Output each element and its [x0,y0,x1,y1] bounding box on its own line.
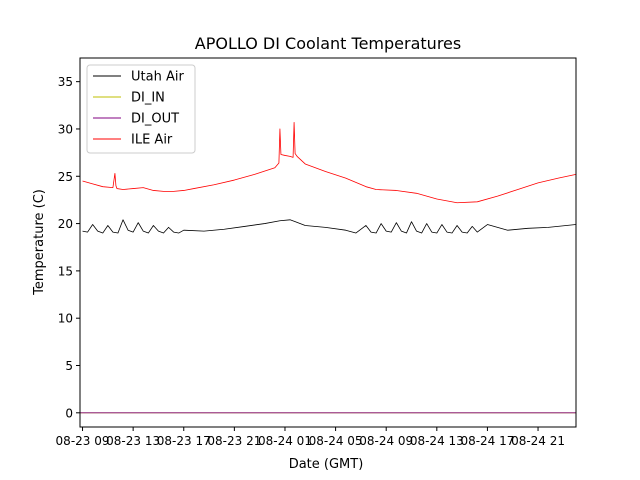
x-tick-label: 08-24 09 [359,434,413,448]
x-tick-label: 08-24 13 [410,434,464,448]
x-tick-label: 08-23 21 [207,434,261,448]
y-tick-label: 5 [65,359,73,373]
legend: Utah Air DI_IN DI_OUT ILE Air [86,64,196,154]
x-tick-label: 08-23 13 [106,434,160,448]
legend-label: Utah Air [131,70,184,85]
y-tick-label: 20 [58,217,73,231]
series-line-utah-air [82,219,577,234]
y-tick-label: 35 [58,75,73,89]
chart-title: APOLLO DI Coolant Temperatures [195,34,461,53]
x-tick-label: 08-24 21 [511,434,565,448]
series-line-ile-air [82,121,577,204]
legend-label: ILE Air [131,133,173,148]
y-tick-label: 0 [65,406,73,420]
y-tick-label: 30 [58,122,73,136]
y-tick-label: 25 [58,170,73,184]
x-tick-label: 08-23 17 [157,434,211,448]
x-tick-label: 08-24 17 [460,434,514,448]
legend-label: DI_IN [131,91,165,106]
series-layer [80,121,577,414]
y-tick-label: 10 [58,312,73,326]
x-axis-label: Date (GMT) [289,457,364,472]
legend-label: DI_OUT [131,112,179,127]
plot-frame [79,57,577,428]
legend-box [86,64,196,154]
y-axis: 0 5 10 15 20 25 30 35 [58,75,80,420]
x-tick-label: 08-24 05 [309,434,363,448]
y-axis-label: Temperature (C) [32,189,47,296]
y-tick-label: 15 [58,264,73,278]
x-tick-label: 08-24 01 [258,434,312,448]
x-tick-label: 08-23 09 [56,434,110,448]
